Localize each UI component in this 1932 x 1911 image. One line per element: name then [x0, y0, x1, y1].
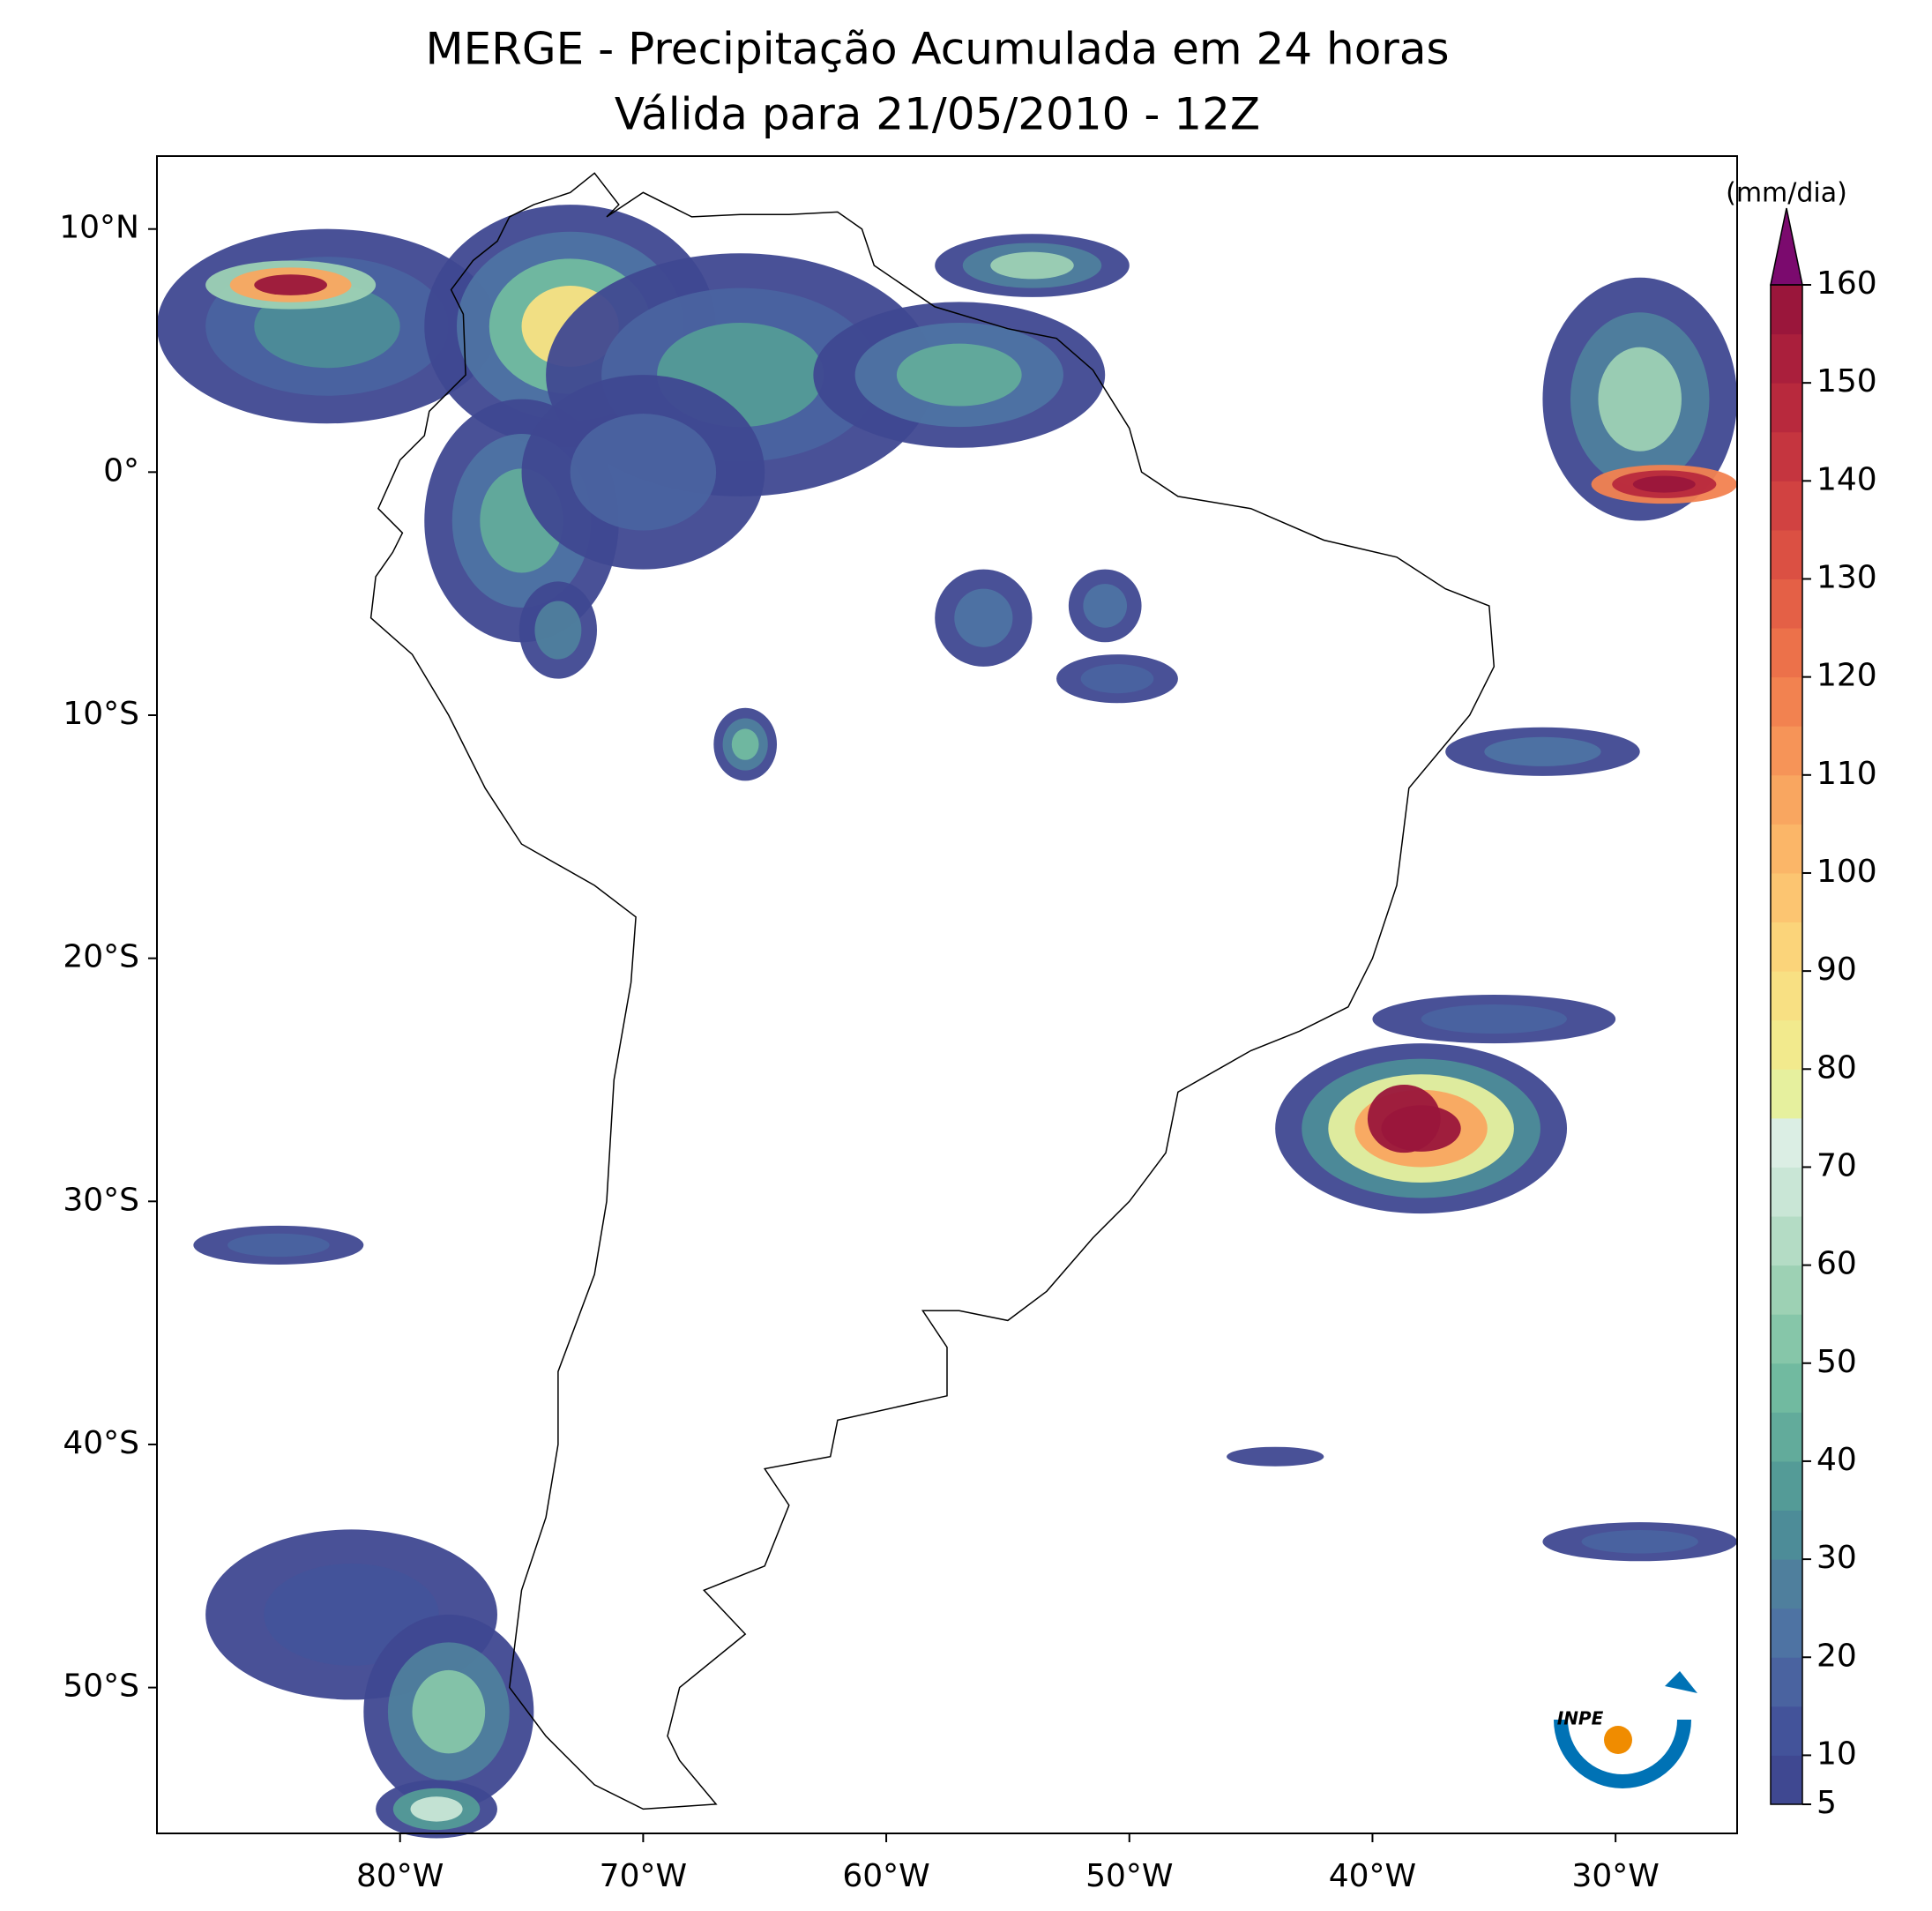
- precip-area: [1632, 475, 1696, 493]
- precip-area: [1367, 1084, 1441, 1153]
- colorbar-extension: [1770, 207, 1803, 286]
- colorbar-tick-label: 110: [1816, 756, 1877, 792]
- y-tick-label: 50°S: [63, 1668, 139, 1705]
- colorbar-segment: [1771, 1167, 1802, 1217]
- colorbar-tick-label: 30: [1816, 1540, 1857, 1576]
- colorbar-segment: [1771, 1657, 1802, 1707]
- colorbar-tick-label: 150: [1816, 363, 1877, 399]
- colorbar-segment: [1771, 1216, 1802, 1266]
- colorbar: 5 10 20 30 40 50 60 70 80 90 100 110 120 130 140 150 160: [1770, 207, 1877, 1821]
- colorbar-tick-label: 90: [1816, 952, 1857, 988]
- y-tick-label: 10°S: [63, 696, 139, 732]
- precip-area: [1227, 1446, 1324, 1467]
- colorbar-segment: [1771, 1706, 1802, 1756]
- colorbar-segment: [1771, 1608, 1802, 1658]
- colorbar-tick-label: 130: [1816, 559, 1877, 595]
- y-tick-label: 40°S: [63, 1425, 139, 1461]
- colorbar-segment: [1771, 1755, 1802, 1805]
- precip-area: [990, 251, 1074, 280]
- colorbar-tick-label: 100: [1816, 854, 1877, 890]
- colorbar-segment: [1771, 1265, 1802, 1315]
- precip-area: [731, 728, 759, 760]
- x-tick-label: 60°W: [842, 1858, 929, 1894]
- colorbar-segment: [1771, 1460, 1802, 1512]
- colorbar-segment: [1771, 285, 1802, 335]
- colorbar-segment: [1771, 1510, 1802, 1560]
- colorbar-segment: [1771, 1362, 1802, 1413]
- precip-area: [412, 1669, 486, 1754]
- coastline: [369, 172, 1496, 1810]
- precip-area: [1421, 1004, 1568, 1034]
- x-tick-label: 40°W: [1329, 1858, 1416, 1894]
- title: MERGE - Precipitação Acumulada em 24 hor…: [425, 24, 1449, 75]
- subtitle: Válida para 21/05/2010 - 12Z: [615, 89, 1260, 140]
- precip-area: [1083, 584, 1128, 628]
- precip-area: [227, 1233, 330, 1258]
- colorbar-segment: [1771, 333, 1802, 384]
- x-tick-label: 70°W: [600, 1858, 687, 1894]
- precip-area: [410, 1796, 463, 1822]
- colorbar-tick-label: 5: [1816, 1785, 1837, 1821]
- colorbar-tick-label: 140: [1816, 461, 1877, 497]
- colorbar-segment: [1771, 481, 1802, 531]
- logo-arc: [1554, 1719, 1691, 1788]
- precip-area: [534, 601, 582, 660]
- precip-area: [954, 588, 1013, 647]
- logo: INPE: [1554, 1671, 1697, 1788]
- colorbar-segment: [1771, 383, 1802, 433]
- colorbar-segment: [1771, 872, 1802, 923]
- colorbar-tick-label: 80: [1816, 1049, 1857, 1086]
- precip-area: [896, 343, 1022, 407]
- map-frame: [156, 155, 1738, 1834]
- logo-dot: [1604, 1726, 1632, 1754]
- logo-text: INPE: [1557, 1708, 1604, 1729]
- colorbar-segment: [1771, 1412, 1802, 1462]
- y-tick-label: 0°: [103, 452, 139, 489]
- y-tick-label: 10°N: [59, 210, 139, 246]
- colorbar-tick-label: 10: [1816, 1736, 1857, 1772]
- x-tick-label: 50°W: [1085, 1858, 1173, 1894]
- y-tick-label: 30°S: [63, 1182, 139, 1218]
- colorbar-segment: [1771, 529, 1802, 579]
- colorbar-segment: [1771, 628, 1802, 678]
- precip-area: [1080, 664, 1154, 694]
- colorbar-tick-label: 40: [1816, 1442, 1857, 1478]
- logo-arrow: [1665, 1671, 1697, 1693]
- x-tick-label: 80°W: [356, 1858, 444, 1894]
- precip-area: [1484, 736, 1601, 766]
- colorbar-segment: [1771, 1117, 1802, 1168]
- precip-area: [254, 274, 327, 295]
- precipitation-field: [156, 205, 1738, 1839]
- colorbar-frame: [1770, 284, 1803, 1805]
- colorbar-segment: [1771, 774, 1802, 825]
- colorbar-segment: [1771, 1069, 1802, 1119]
- x-tick-label: 30°W: [1571, 1858, 1659, 1894]
- colorbar-tick-label: 50: [1816, 1344, 1857, 1380]
- colorbar-tick-label: 20: [1816, 1638, 1857, 1674]
- colorbar-segment: [1771, 579, 1802, 629]
- colorbar-tick-label: 120: [1816, 658, 1877, 694]
- colorbar-segment: [1771, 971, 1802, 1021]
- colorbar-tick-label: 160: [1816, 265, 1877, 302]
- colorbar-label: (mm/dia): [1726, 178, 1847, 209]
- colorbar-segment: [1771, 824, 1802, 874]
- colorbar-tick-label: 60: [1816, 1246, 1857, 1282]
- y-tick-label: 20°S: [63, 939, 139, 975]
- colorbar-segment: [1771, 1019, 1802, 1070]
- colorbar-segment: [1771, 726, 1802, 776]
- precip-area: [570, 414, 717, 531]
- precip-area: [1598, 347, 1682, 452]
- colorbar-segment: [1771, 431, 1802, 481]
- colorbar-segment: [1771, 1314, 1802, 1364]
- precip-area: [1581, 1529, 1698, 1554]
- colorbar-segment: [1771, 676, 1802, 727]
- colorbar-segment: [1771, 1559, 1802, 1609]
- colorbar-tick-label: 70: [1816, 1147, 1857, 1183]
- colorbar-segment: [1771, 922, 1802, 972]
